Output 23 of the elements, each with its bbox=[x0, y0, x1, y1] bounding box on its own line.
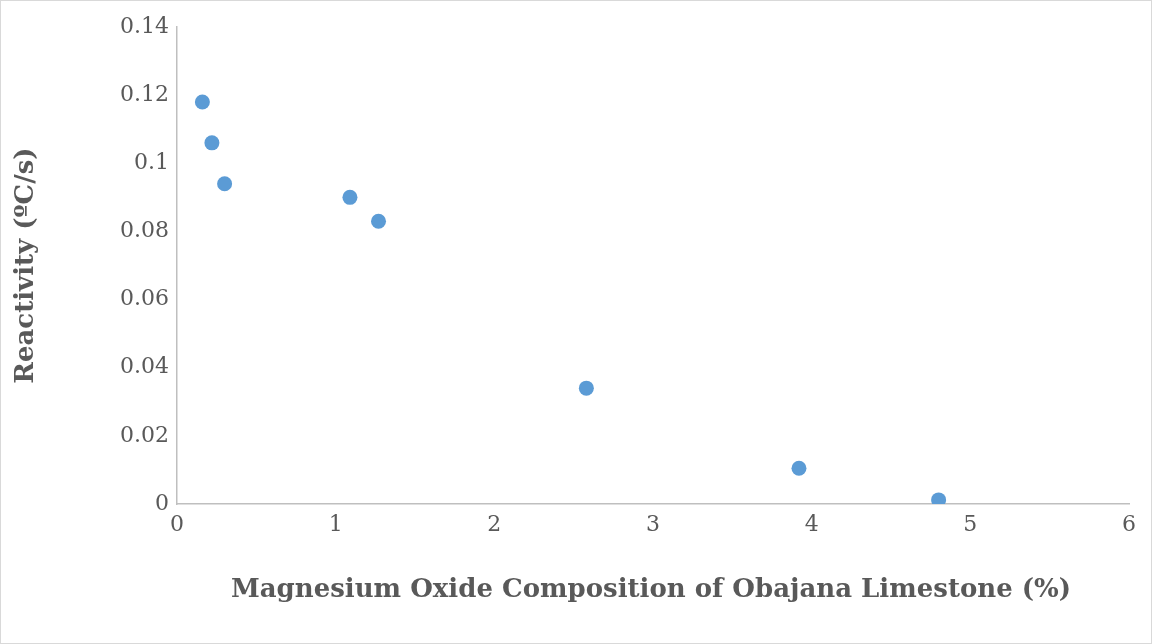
x-tick-label: 2 bbox=[487, 510, 502, 536]
y-tick-label: 0.12 bbox=[120, 80, 169, 106]
point bbox=[791, 460, 807, 476]
x-tick-label: 6 bbox=[1122, 510, 1136, 536]
y-tick-label: 0.08 bbox=[120, 217, 169, 243]
point bbox=[204, 135, 220, 151]
y-tick-label: 0.06 bbox=[120, 285, 169, 311]
y-tick-label: 0 bbox=[155, 489, 169, 515]
point bbox=[217, 176, 233, 192]
y-axis-title: Reactivity (ºC/s) bbox=[9, 147, 40, 384]
x-tick-label: 4 bbox=[804, 510, 819, 536]
y-tick-label: 0.04 bbox=[120, 353, 169, 379]
point bbox=[194, 94, 210, 110]
point bbox=[371, 213, 387, 229]
point bbox=[578, 380, 594, 396]
point bbox=[342, 189, 358, 205]
y-tick-label: 0.14 bbox=[120, 12, 169, 38]
x-tick-label: 1 bbox=[328, 510, 343, 536]
x-tick-label: 3 bbox=[646, 510, 660, 536]
x-axis-title: Magnesium Oxide Composition of Obajana Limestone (%) bbox=[229, 572, 1073, 605]
x-tick-label: 5 bbox=[963, 510, 978, 536]
y-tick-label: 0.02 bbox=[120, 421, 169, 447]
y-tick-label: 0.1 bbox=[134, 149, 169, 174]
